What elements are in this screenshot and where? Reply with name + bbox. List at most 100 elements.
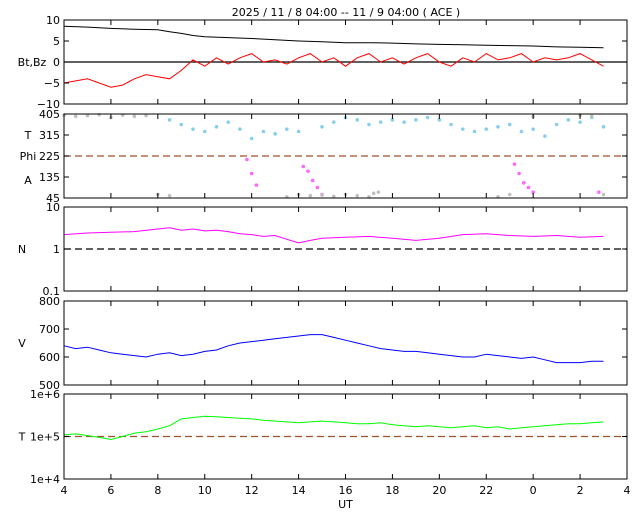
point-phi_toward [425,115,430,120]
point-phi_toward [167,118,172,122]
y-tick-label: 1e+6 [30,388,60,401]
y-tick-label: 5 [53,35,60,48]
point-phi_neutral [371,191,376,196]
point-phi_neutral [331,194,336,199]
point-phi_away [517,171,521,176]
point-phi_toward [285,127,289,131]
panel-4: 800 700 600 500 V [18,295,628,392]
point-phi_toward [507,122,512,127]
point-phi_toward [367,122,371,127]
y-tick-label: 135 [39,171,60,184]
point-phi_neutral [507,192,512,197]
y-tick-label: 500 [39,379,60,392]
y-tick-label: −10 [37,98,60,111]
panel-1: 10 5 0 −5 −10 Bt,Bz [18,14,628,111]
point-phi_toward [226,120,231,124]
x-tick-label: 18 [385,484,399,497]
y-tick-label: 1 [53,243,60,256]
point-phi_neutral [167,193,172,198]
point-phi_toward [531,127,535,131]
x-tick-label: 4 [624,484,631,497]
y-tick-label: 800 [39,295,60,308]
point-phi_toward [519,129,524,134]
series-phi_away [245,157,601,197]
panel-2: 405 315 225 135 45 T Phi A [20,108,628,205]
x-tick-label: 8 [154,484,161,497]
y-tick-label: 1e+4 [30,473,60,486]
x-tick-label: 0 [530,484,537,497]
y-tick-label: 45 [46,192,60,205]
panel-5: 1e+6 1e+5 1e+4 T [18,388,628,486]
point-phi_toward [566,118,571,122]
x-tick-label: 2 [577,484,584,497]
y-tick-label: 0 [53,56,60,69]
point-phi_away [521,181,526,185]
point-phi_toward [449,122,453,127]
x-tick-label: 10 [198,484,212,497]
point-phi_toward [202,129,207,134]
y-tick-label: 700 [39,323,60,336]
series-phi_toward [167,115,606,141]
x-tick-label: 20 [432,484,446,497]
point-phi_neutral [132,114,137,119]
point-phi_neutral [355,193,360,198]
y-axis-label: V [18,337,26,350]
point-phi_toward [273,132,277,136]
point-phi_toward [554,122,559,127]
y-axis-label: Bt,Bz [18,56,47,69]
point-phi_toward [214,125,219,129]
point-phi_neutral [73,114,78,119]
point-phi_toward [296,129,301,134]
point-phi_toward [402,120,406,124]
y-tick-label: −5 [44,77,60,90]
y-axis-label: T [18,431,26,444]
x-tick-label: 22 [479,484,493,497]
point-phi_toward [414,118,418,122]
panel-frame [63,300,628,386]
y-tick-label: 10 [46,201,60,214]
chart-title: 2025 / 11 / 8 04:00 -- 11 / 9 04:00 ( AC… [232,6,460,19]
point-phi_away [597,190,601,194]
panels: 10 5 0 −5 −10 Bt,Bz 405 315 225 135 45 T Phi A 10 1 0.1 N… [18,14,628,486]
y-tick-label: 225 [39,150,60,163]
point-phi_neutral [308,193,313,198]
point-phi_away [306,169,310,173]
x-tick-label: 16 [339,484,353,497]
point-phi_neutral [97,112,101,117]
point-phi_toward [496,125,500,129]
y-tick-label: 315 [39,129,60,142]
point-phi_toward [320,125,324,129]
series-bz [63,53,604,88]
x-tick-label: 6 [107,484,114,497]
point-phi_toward [390,118,395,122]
point-phi_away [526,185,531,190]
point-phi_toward [578,120,582,124]
point-phi_away [531,190,535,194]
point-phi_toward [179,122,184,127]
point-phi_neutral [590,114,594,119]
x-axis-label: UT [338,498,353,511]
point-phi_away [301,164,306,169]
point-phi_toward [261,129,266,134]
y-axis-label: T [24,129,32,142]
point-phi_neutral [144,113,148,118]
y-axis-label: A [24,174,32,187]
point-phi_neutral [601,192,606,197]
point-phi_neutral [320,193,324,197]
y-axis-label: Phi [20,150,37,163]
point-phi_neutral [376,190,381,194]
point-phi_away [245,157,249,162]
point-phi_away [310,178,315,183]
series-density [63,227,604,244]
series-bt [63,25,604,49]
point-phi_neutral [85,113,90,118]
y-tick-label: 600 [39,351,60,364]
y-tick-label: 405 [39,108,60,121]
y-axis-label: N [18,243,26,256]
x-tick-label: 12 [245,484,259,497]
y-tick-label: 1e+5 [30,431,60,444]
point-phi_toward [437,118,442,122]
point-phi_toward [472,129,477,134]
series-speed [63,334,604,364]
point-phi_away [249,171,254,176]
